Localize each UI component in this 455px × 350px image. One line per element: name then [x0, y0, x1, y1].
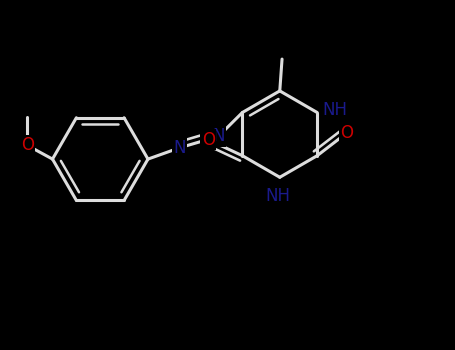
Text: NH: NH	[265, 187, 290, 205]
Text: O: O	[21, 136, 34, 154]
Text: O: O	[340, 124, 353, 142]
Text: NH: NH	[322, 101, 347, 119]
Text: N: N	[173, 139, 186, 157]
Text: N: N	[212, 127, 225, 145]
Text: O: O	[202, 131, 215, 149]
